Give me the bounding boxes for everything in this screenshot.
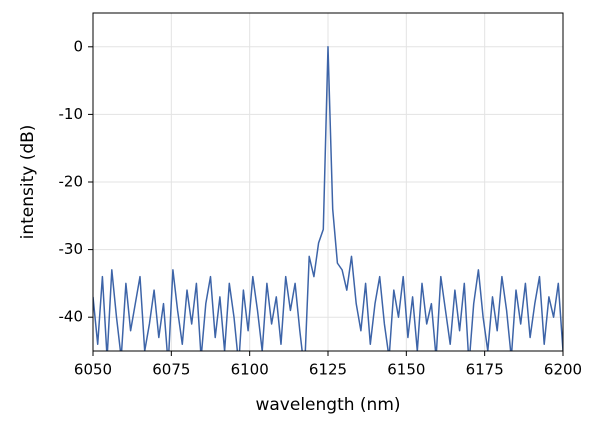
x-tick-label: 6050 (74, 361, 112, 379)
x-tick-label: 6125 (309, 361, 347, 379)
y-tick-label: -40 (59, 308, 84, 326)
y-tick-label: -10 (59, 105, 84, 123)
y-tick-label: 0 (73, 37, 83, 55)
y-axis-label: intensity (dB) (18, 125, 38, 240)
x-tick-label: 6175 (466, 361, 504, 379)
plot-frame (92, 12, 564, 352)
x-tick-label: 6200 (544, 361, 582, 379)
x-axis-label: wavelength (nm) (255, 395, 400, 415)
x-tick-label: 6150 (387, 361, 425, 379)
y-tick-label: -30 (59, 240, 84, 258)
x-tick-label: 6100 (231, 361, 269, 379)
y-tick-label: -20 (59, 173, 84, 191)
x-tick-label: 6075 (152, 361, 190, 379)
data-line (93, 46, 563, 351)
